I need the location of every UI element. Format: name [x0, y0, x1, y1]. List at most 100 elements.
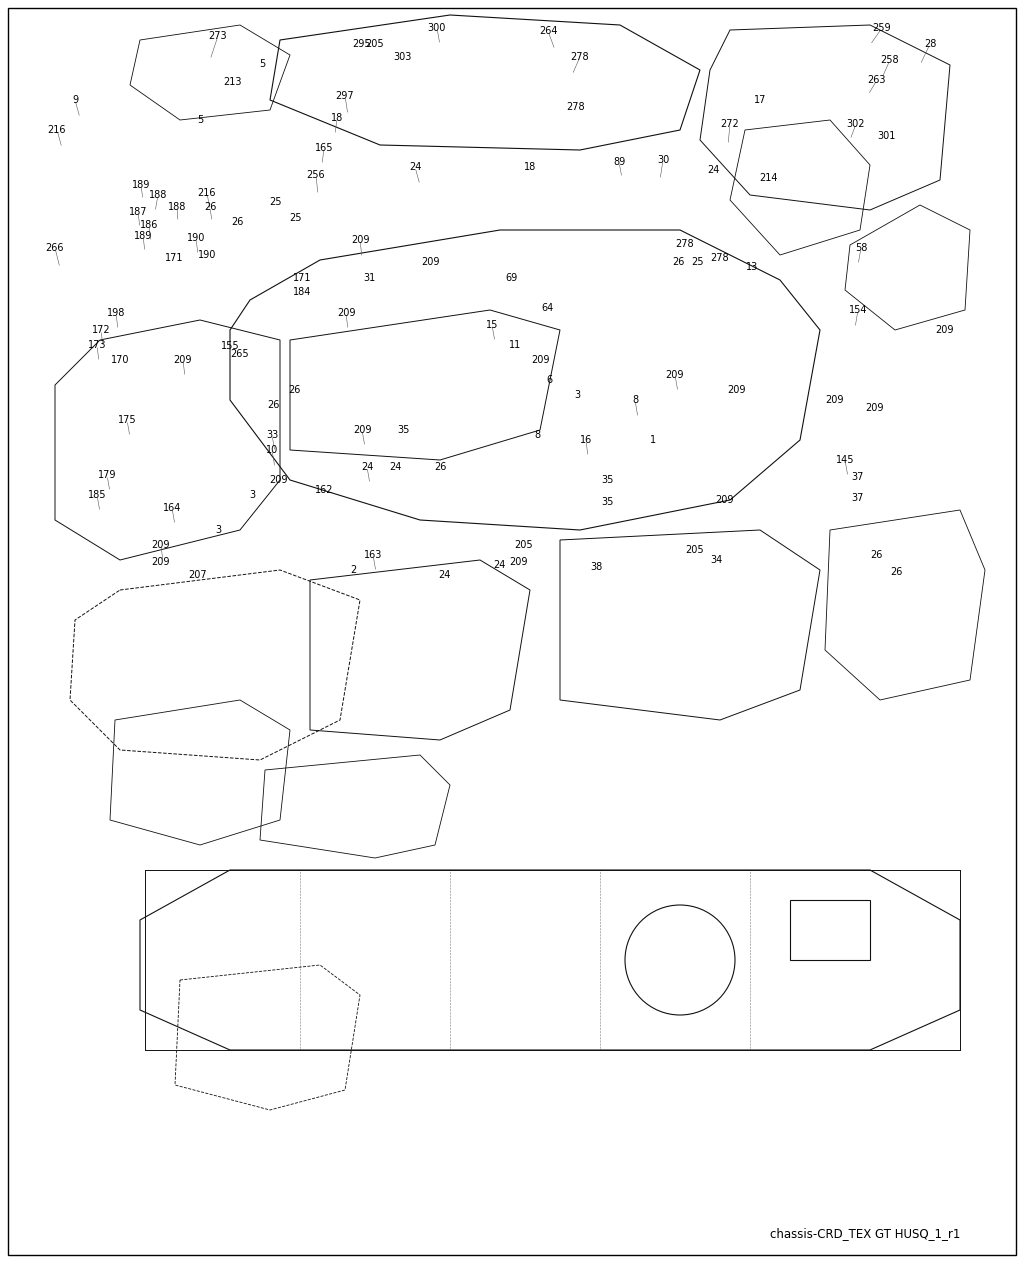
Text: 301: 301 [877, 131, 895, 141]
Text: 209: 209 [268, 475, 288, 485]
Text: 175: 175 [118, 416, 136, 426]
Text: 145: 145 [836, 455, 854, 465]
Text: 209: 209 [865, 403, 885, 413]
Text: 264: 264 [539, 27, 557, 37]
Text: 300: 300 [428, 23, 446, 33]
Text: 184: 184 [293, 287, 311, 297]
Text: 216: 216 [198, 188, 216, 198]
Text: 154: 154 [849, 304, 867, 314]
Text: 207: 207 [188, 570, 207, 580]
Text: 3: 3 [215, 525, 221, 536]
Text: 18: 18 [331, 112, 343, 123]
Text: 209: 209 [152, 557, 170, 567]
Text: 34: 34 [710, 554, 722, 565]
Text: 272: 272 [721, 119, 739, 129]
Text: 209: 209 [174, 355, 193, 365]
Text: 209: 209 [510, 557, 528, 567]
Text: 25: 25 [268, 197, 282, 207]
Text: 198: 198 [106, 308, 125, 318]
Text: 38: 38 [590, 562, 602, 572]
Text: 216: 216 [48, 125, 67, 135]
Text: 265: 265 [230, 349, 249, 359]
Text: 24: 24 [438, 570, 451, 580]
Text: 26: 26 [288, 385, 300, 395]
Text: 1: 1 [650, 434, 656, 445]
Text: 295: 295 [352, 39, 372, 49]
Text: 26: 26 [890, 567, 902, 577]
Text: 26: 26 [869, 549, 883, 560]
Text: 30: 30 [656, 155, 669, 165]
Text: 5: 5 [259, 59, 265, 69]
Text: 25: 25 [691, 256, 703, 266]
Text: 155: 155 [221, 341, 240, 351]
Text: 165: 165 [314, 143, 333, 153]
Text: 189: 189 [132, 181, 151, 189]
Text: 35: 35 [601, 498, 613, 506]
Text: 35: 35 [601, 475, 613, 485]
Text: 188: 188 [148, 189, 167, 200]
Text: 278: 278 [676, 239, 694, 249]
Text: 258: 258 [881, 56, 899, 64]
Text: 209: 209 [421, 256, 439, 266]
Text: 69: 69 [506, 273, 518, 283]
Text: 10: 10 [266, 445, 279, 455]
Text: 64: 64 [541, 303, 553, 313]
Text: 209: 209 [351, 235, 370, 245]
Bar [790, 901, 870, 960]
Text: 163: 163 [364, 549, 382, 560]
Text: 209: 209 [716, 495, 734, 505]
Text: 259: 259 [872, 23, 891, 33]
Text: 11: 11 [509, 340, 521, 350]
Text: 3: 3 [573, 390, 580, 400]
Text: 171: 171 [293, 273, 311, 283]
Text: 209: 209 [531, 355, 550, 365]
Text: 89: 89 [613, 157, 625, 167]
Text: 263: 263 [867, 75, 886, 85]
Text: 209: 209 [666, 370, 684, 380]
Text: 24: 24 [409, 162, 421, 172]
Text: 205: 205 [686, 546, 705, 554]
Text: 278: 278 [566, 102, 586, 112]
Text: 26: 26 [672, 256, 684, 266]
Text: 213: 213 [223, 77, 242, 87]
Text: 303: 303 [394, 52, 413, 62]
Text: 9: 9 [72, 95, 78, 105]
Text: 209: 209 [337, 308, 355, 318]
Text: 2: 2 [350, 565, 356, 575]
Text: 189: 189 [134, 231, 153, 241]
Text: 58: 58 [855, 242, 867, 253]
Text: 3: 3 [249, 490, 255, 500]
Text: 31: 31 [362, 273, 375, 283]
Text: 205: 205 [366, 39, 384, 49]
Text: 171: 171 [165, 253, 183, 263]
Text: 273: 273 [209, 32, 227, 40]
Text: 172: 172 [92, 325, 111, 335]
Text: 26: 26 [434, 462, 446, 472]
Text: 214: 214 [760, 173, 778, 183]
Text: 24: 24 [493, 560, 505, 570]
Text: 209: 209 [935, 325, 953, 335]
Text: 28: 28 [924, 39, 936, 49]
Text: 278: 278 [570, 52, 590, 62]
Text: 24: 24 [360, 462, 373, 472]
Text: 18: 18 [524, 162, 537, 172]
Text: 186: 186 [140, 220, 158, 230]
Text: 170: 170 [111, 355, 129, 365]
Text: 190: 190 [198, 250, 216, 260]
Text: 173: 173 [88, 340, 106, 350]
Text: 179: 179 [97, 470, 117, 480]
Text: 17: 17 [754, 95, 766, 105]
Text: 26: 26 [267, 400, 280, 410]
Text: 188: 188 [168, 202, 186, 212]
Text: 209: 209 [152, 541, 170, 549]
Text: 13: 13 [745, 261, 758, 272]
Text: 24: 24 [707, 165, 719, 176]
Text: 24: 24 [389, 462, 401, 472]
Text: 297: 297 [336, 91, 354, 101]
Text: 164: 164 [163, 503, 181, 513]
Text: 33: 33 [266, 429, 279, 440]
Text: 16: 16 [580, 434, 592, 445]
Text: 15: 15 [485, 320, 499, 330]
Text: 209: 209 [352, 426, 372, 434]
Text: 26: 26 [230, 217, 243, 227]
